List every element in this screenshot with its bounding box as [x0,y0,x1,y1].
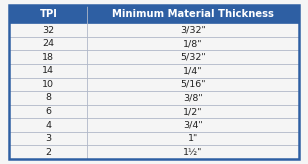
Bar [9,37,87,50]
Bar [9,118,87,132]
Bar [87,91,299,105]
Text: 1/4": 1/4" [183,66,203,75]
Text: 1/2": 1/2" [183,107,203,116]
Text: 1": 1" [188,134,198,143]
Bar [9,105,87,118]
Text: 3/4": 3/4" [183,121,203,130]
Text: 1/8": 1/8" [183,39,203,48]
Text: 6: 6 [45,107,51,116]
Text: 5/32": 5/32" [180,53,206,62]
Bar [9,78,87,91]
Bar [87,132,299,145]
Bar [9,64,87,78]
Bar [9,50,87,64]
Text: 4: 4 [45,121,51,130]
Bar [87,64,299,78]
Bar [9,132,87,145]
Text: 3: 3 [45,134,51,143]
Text: Minimum Material Thickness: Minimum Material Thickness [112,9,274,19]
Bar [87,23,299,37]
Text: 32: 32 [42,26,55,35]
Text: 3/32": 3/32" [180,26,206,35]
Bar [87,145,299,159]
Text: 18: 18 [42,53,54,62]
Text: 8: 8 [45,93,51,102]
Text: TPI: TPI [39,9,57,19]
Bar [87,118,299,132]
Bar [87,37,299,50]
Bar [9,145,87,159]
Bar [9,5,87,23]
Text: 1½": 1½" [183,148,203,157]
Text: 14: 14 [42,66,54,75]
Text: 5/16": 5/16" [180,80,206,89]
Text: 2: 2 [45,148,51,157]
Bar [87,50,299,64]
Bar [87,78,299,91]
Text: 3/8": 3/8" [183,93,203,102]
Bar [87,105,299,118]
Bar [87,5,299,23]
Bar [9,23,87,37]
Text: 10: 10 [42,80,54,89]
Bar [9,91,87,105]
Text: 24: 24 [42,39,54,48]
